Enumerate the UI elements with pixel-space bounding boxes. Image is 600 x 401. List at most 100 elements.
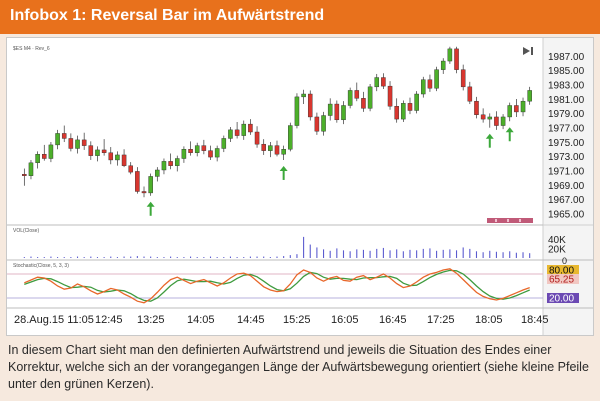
candle bbox=[460, 64, 466, 91]
candle bbox=[454, 46, 459, 74]
candle bbox=[327, 98, 333, 121]
candle bbox=[467, 81, 473, 105]
candle bbox=[194, 142, 200, 157]
stoch-k-line bbox=[24, 268, 530, 304]
volume-tick-label: 20K bbox=[548, 244, 566, 255]
candle bbox=[121, 149, 127, 168]
svg-text:20.00: 20.00 bbox=[549, 294, 574, 305]
candle bbox=[61, 125, 67, 143]
candle bbox=[234, 121, 240, 139]
candle bbox=[42, 144, 47, 161]
candle bbox=[281, 145, 286, 160]
candle bbox=[128, 162, 133, 175]
stoch-panel-label: Stochastic(Close, 5, 3, 3) bbox=[13, 263, 69, 269]
candle bbox=[161, 158, 167, 175]
svg-text:80.00: 80.00 bbox=[549, 266, 574, 277]
candle bbox=[135, 167, 140, 194]
scroll-end-icon[interactable] bbox=[523, 47, 533, 55]
stoch-level-label: 20.00 bbox=[547, 293, 579, 305]
candle bbox=[407, 97, 413, 115]
volume-panel-label: VOL(Close) bbox=[13, 228, 39, 234]
candle bbox=[474, 96, 479, 119]
time-tick-label: 12:45 bbox=[95, 314, 123, 326]
candle bbox=[500, 114, 506, 130]
candle bbox=[188, 141, 193, 156]
time-tick-label: 18:05 bbox=[475, 314, 503, 326]
candle bbox=[514, 99, 519, 117]
time-tick-label: 15:25 bbox=[283, 314, 311, 326]
candle bbox=[95, 146, 100, 162]
candle bbox=[35, 151, 40, 169]
candle bbox=[55, 129, 60, 150]
price-scale-background bbox=[543, 38, 593, 335]
chart-scrollbar[interactable] bbox=[487, 218, 533, 223]
candle bbox=[401, 100, 406, 122]
candle bbox=[480, 108, 486, 123]
stoch-level-label: 65.25 bbox=[547, 274, 579, 286]
candle bbox=[527, 86, 532, 105]
price-tick-label: 1969.00 bbox=[548, 181, 585, 192]
candle bbox=[254, 126, 260, 148]
candle bbox=[81, 132, 87, 150]
time-tick-label: 18:45 bbox=[521, 314, 549, 326]
candle bbox=[261, 139, 266, 155]
time-tick-label: 28.Aug.15 11:05 bbox=[14, 314, 94, 326]
svg-text:65.25: 65.25 bbox=[549, 275, 574, 286]
candle bbox=[181, 146, 187, 163]
candle bbox=[28, 159, 34, 180]
price-tick-label: 1971.00 bbox=[548, 166, 585, 177]
candle bbox=[214, 145, 220, 162]
candle bbox=[421, 76, 426, 98]
candle bbox=[221, 135, 227, 153]
price-tick-label: 1983.00 bbox=[548, 80, 585, 91]
chart-caption: In diesem Chart sieht man den definierte… bbox=[8, 343, 589, 391]
price-panel-label: $ES M4 · Rev_6 bbox=[13, 46, 50, 52]
reversal-arrow-icon bbox=[279, 165, 288, 180]
price-tick-label: 1987.00 bbox=[548, 52, 585, 63]
chart-background bbox=[7, 38, 593, 335]
price-tick-label: 1985.00 bbox=[548, 66, 585, 77]
candle bbox=[268, 142, 273, 158]
candle bbox=[414, 91, 419, 114]
candle bbox=[367, 83, 373, 112]
price-tick-label: 1979.00 bbox=[548, 109, 585, 120]
time-tick-label: 17:25 bbox=[427, 314, 455, 326]
volume-zero-label: 0 bbox=[562, 256, 567, 266]
candle bbox=[314, 112, 320, 135]
candle bbox=[354, 82, 360, 102]
stoch-level-label: 80.00 bbox=[547, 265, 579, 277]
chart-frame: $ES M4 · Rev_6 VOL(Close) Stochastic(Clo… bbox=[6, 37, 594, 336]
price-tick-label: 1965.00 bbox=[548, 209, 585, 220]
candle bbox=[447, 46, 453, 64]
candle bbox=[507, 102, 512, 122]
time-tick-label: 16:45 bbox=[379, 314, 407, 326]
candle bbox=[141, 186, 147, 198]
candle bbox=[341, 101, 346, 125]
price-tick-label: 1975.00 bbox=[548, 138, 585, 149]
candle bbox=[520, 97, 526, 117]
candle bbox=[381, 73, 386, 89]
reversal-arrow-icon bbox=[146, 201, 155, 216]
time-tick-label: 14:05 bbox=[187, 314, 215, 326]
candle bbox=[228, 126, 233, 143]
volume-tick-label: 40K bbox=[548, 235, 566, 246]
reversal-arrow-icon bbox=[505, 127, 514, 142]
candle bbox=[68, 133, 74, 152]
reversal-arrow-icon bbox=[485, 133, 494, 148]
candle bbox=[361, 91, 366, 112]
time-tick-label: 14:45 bbox=[237, 314, 265, 326]
candle bbox=[208, 145, 213, 160]
candle bbox=[22, 168, 27, 186]
candle bbox=[394, 98, 399, 123]
candle bbox=[101, 139, 107, 156]
candle bbox=[494, 111, 499, 130]
candle bbox=[427, 74, 433, 92]
stoch-d-line bbox=[24, 269, 530, 302]
candle bbox=[294, 93, 300, 129]
candle bbox=[321, 111, 326, 136]
time-tick-label: 13:25 bbox=[137, 314, 165, 326]
candle bbox=[301, 89, 306, 105]
candle bbox=[374, 73, 380, 92]
candle bbox=[288, 122, 293, 152]
candle bbox=[434, 66, 439, 92]
